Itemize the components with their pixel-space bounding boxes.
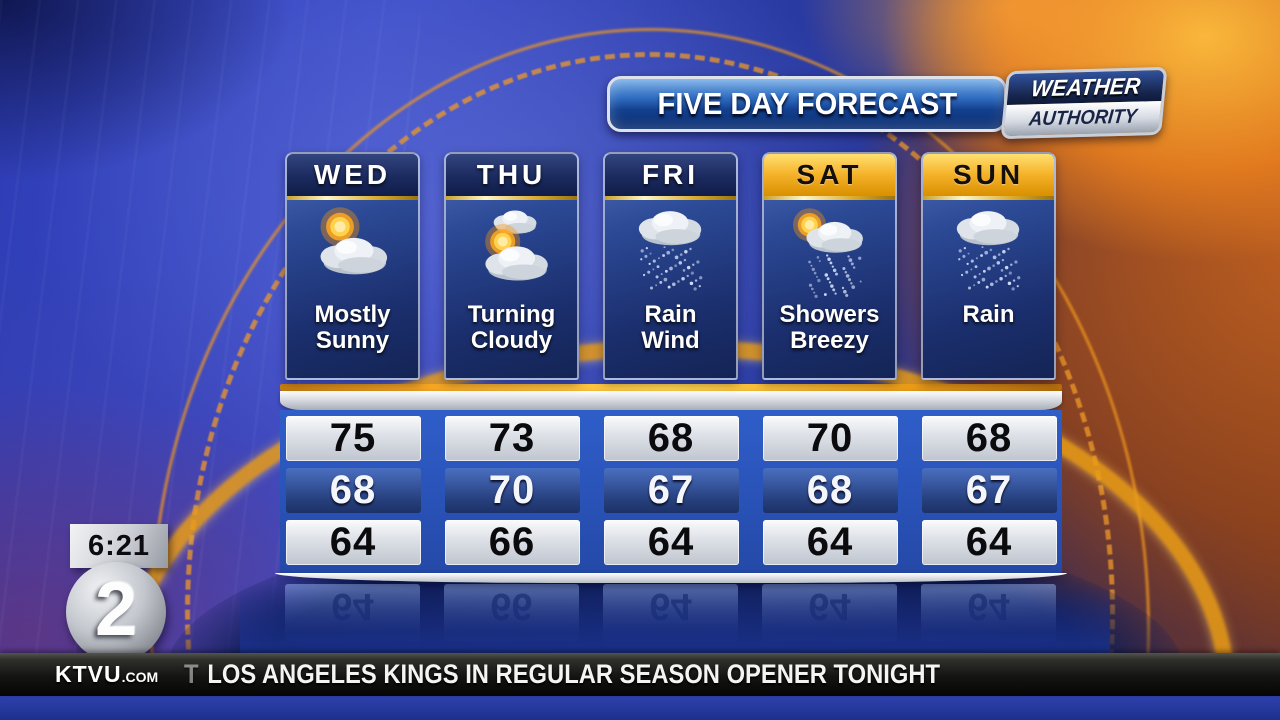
board-base-edge bbox=[275, 573, 1067, 583]
forecast-board: WED Mostly Sunny THU bbox=[275, 152, 1067, 583]
condition-label: Rain bbox=[962, 301, 1015, 328]
gold-divider bbox=[764, 196, 895, 200]
condition-label: Rain Wind bbox=[641, 301, 700, 355]
forecast-day-card: SUN Rain bbox=[921, 152, 1056, 380]
silver-shelf-strip bbox=[280, 391, 1062, 410]
station-domain-suffix: .COM bbox=[121, 669, 159, 685]
mid-temp: 68 bbox=[762, 468, 898, 513]
rain-cloud-icon bbox=[931, 197, 1047, 306]
gold-accent-strip bbox=[280, 384, 1062, 391]
ticker-headline-partial: T bbox=[184, 659, 199, 689]
mid-temp: 67 bbox=[921, 468, 1057, 513]
low-temp: 64 bbox=[921, 520, 1057, 565]
high-temp: 75 bbox=[285, 416, 421, 461]
mid-temp: 68 bbox=[285, 468, 421, 513]
clock-box: 6:21 bbox=[70, 524, 168, 568]
channel-number: 2 bbox=[94, 566, 138, 652]
forecast-day-card: WED Mostly Sunny bbox=[285, 152, 420, 380]
day-label: SAT bbox=[764, 154, 895, 196]
day-label: WED bbox=[287, 154, 418, 196]
sun-behind-clouds-icon bbox=[454, 197, 570, 306]
sun-cloud-rain-icon bbox=[772, 197, 888, 306]
condition-label: Turning Cloudy bbox=[467, 301, 556, 355]
low-temp: 64 bbox=[603, 520, 739, 565]
ticker-headline-text: LOS ANGELES KINGS IN REGULAR SEASON OPEN… bbox=[207, 659, 941, 689]
forecast-title-bar: FIVE DAY FORECAST bbox=[607, 76, 1007, 132]
channel-2-logo: 2 bbox=[66, 562, 170, 662]
sun-and-cloud-icon bbox=[295, 197, 411, 306]
mid-temp: 70 bbox=[444, 468, 580, 513]
high-temp: 68 bbox=[921, 416, 1057, 461]
low-temp: 66 bbox=[444, 520, 580, 565]
forecast-title: FIVE DAY FORECAST bbox=[657, 86, 957, 121]
current-time: 6:21 bbox=[87, 529, 151, 562]
day-label: FRI bbox=[605, 154, 736, 196]
ticker-headline: T LOS ANGELES KINGS IN REGULAR SEASON OP… bbox=[184, 659, 940, 690]
day-label: THU bbox=[446, 154, 577, 196]
rain-cloud-icon bbox=[613, 197, 729, 306]
gold-divider bbox=[923, 196, 1054, 200]
forecast-day-card: FRI Rain Wind bbox=[603, 152, 738, 380]
weather-authority-badge: WEATHER AUTHORITY bbox=[1000, 66, 1168, 140]
low-temp: 64 bbox=[762, 520, 898, 565]
floor-below-ticker bbox=[0, 696, 1280, 720]
mid-temp: 67 bbox=[603, 468, 739, 513]
condition-label: Mostly Sunny bbox=[314, 301, 391, 355]
gold-divider bbox=[287, 196, 418, 200]
news-ticker-bar: KTVU .COM T LOS ANGELES KINGS IN REGULAR… bbox=[0, 653, 1280, 696]
badge-authority-label: AUTHORITY bbox=[1027, 105, 1138, 131]
forecast-day-card: SAT Showers Breezy bbox=[762, 152, 897, 380]
high-temp: 73 bbox=[444, 416, 580, 461]
high-temp: 70 bbox=[762, 416, 898, 461]
gold-divider bbox=[605, 196, 736, 200]
reflection-fade bbox=[240, 584, 1110, 654]
station-name: KTVU bbox=[55, 661, 122, 687]
condition-label: Showers Breezy bbox=[779, 301, 880, 355]
high-temp: 68 bbox=[603, 416, 739, 461]
day-label: SUN bbox=[923, 154, 1054, 196]
forecast-day-card: THU Turning bbox=[444, 152, 579, 380]
gold-divider bbox=[446, 196, 577, 200]
station-website: KTVU .COM bbox=[55, 661, 158, 688]
day-columns: WED Mostly Sunny THU bbox=[285, 152, 1057, 380]
temperature-grid: 75 73 68 70 68 68 70 67 68 67 64 66 64 6… bbox=[280, 410, 1062, 573]
low-temp: 64 bbox=[285, 520, 421, 565]
badge-weather-label: WEATHER bbox=[1029, 72, 1142, 102]
